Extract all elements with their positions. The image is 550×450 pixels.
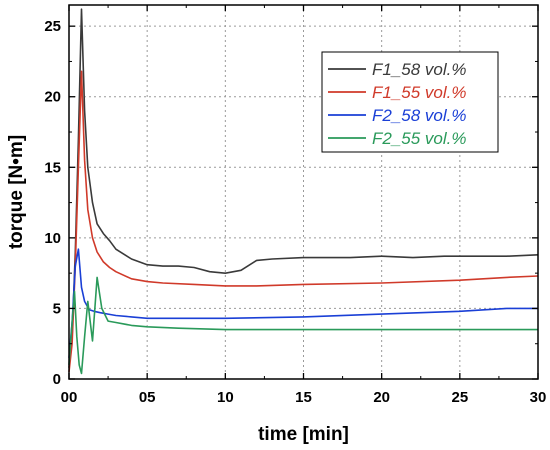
x-tick-label: 20 [373,389,390,406]
series-line-3 [68,248,538,358]
x-tick-label: 05 [139,389,156,406]
y-axis-title: torque [N•m] [6,135,27,249]
series-lines [68,8,539,375]
x-tick-label: 15 [295,389,312,406]
x-tick-label: 30 [530,389,547,406]
x-tick-label: 00 [61,389,78,406]
y-tick-label: 10 [44,230,61,247]
series-line-4 [68,276,538,375]
y-tick-label: 25 [44,18,61,35]
y-tick-label: 0 [53,371,61,388]
legend: F1_58 vol.% F1_55 vol.% F2_58 vol.% F2_55 v… [321,51,499,153]
y-tick-label: 5 [53,300,61,317]
series-line-1 [68,8,539,368]
x-tick-label: 10 [217,389,234,406]
legend-label-2: F1_55 vol.% [372,83,467,102]
series-line-2 [68,70,539,372]
legend-label-1: F1_58 vol.% [372,60,467,79]
y-tick-label: 20 [44,89,61,106]
axis-ticks [68,5,539,380]
legend-label-3: F2_58 vol.% [372,106,467,125]
y-tick-label: 15 [44,159,61,176]
x-axis-title: time [min] [258,424,349,445]
x-tick-label: 25 [451,389,468,406]
legend-label-4: F2_55 vol.% [372,129,467,148]
x-tick-labels: 00 05 10 15 20 25 30 [61,389,547,406]
y-tick-labels: 0 5 10 15 20 25 [44,18,61,388]
